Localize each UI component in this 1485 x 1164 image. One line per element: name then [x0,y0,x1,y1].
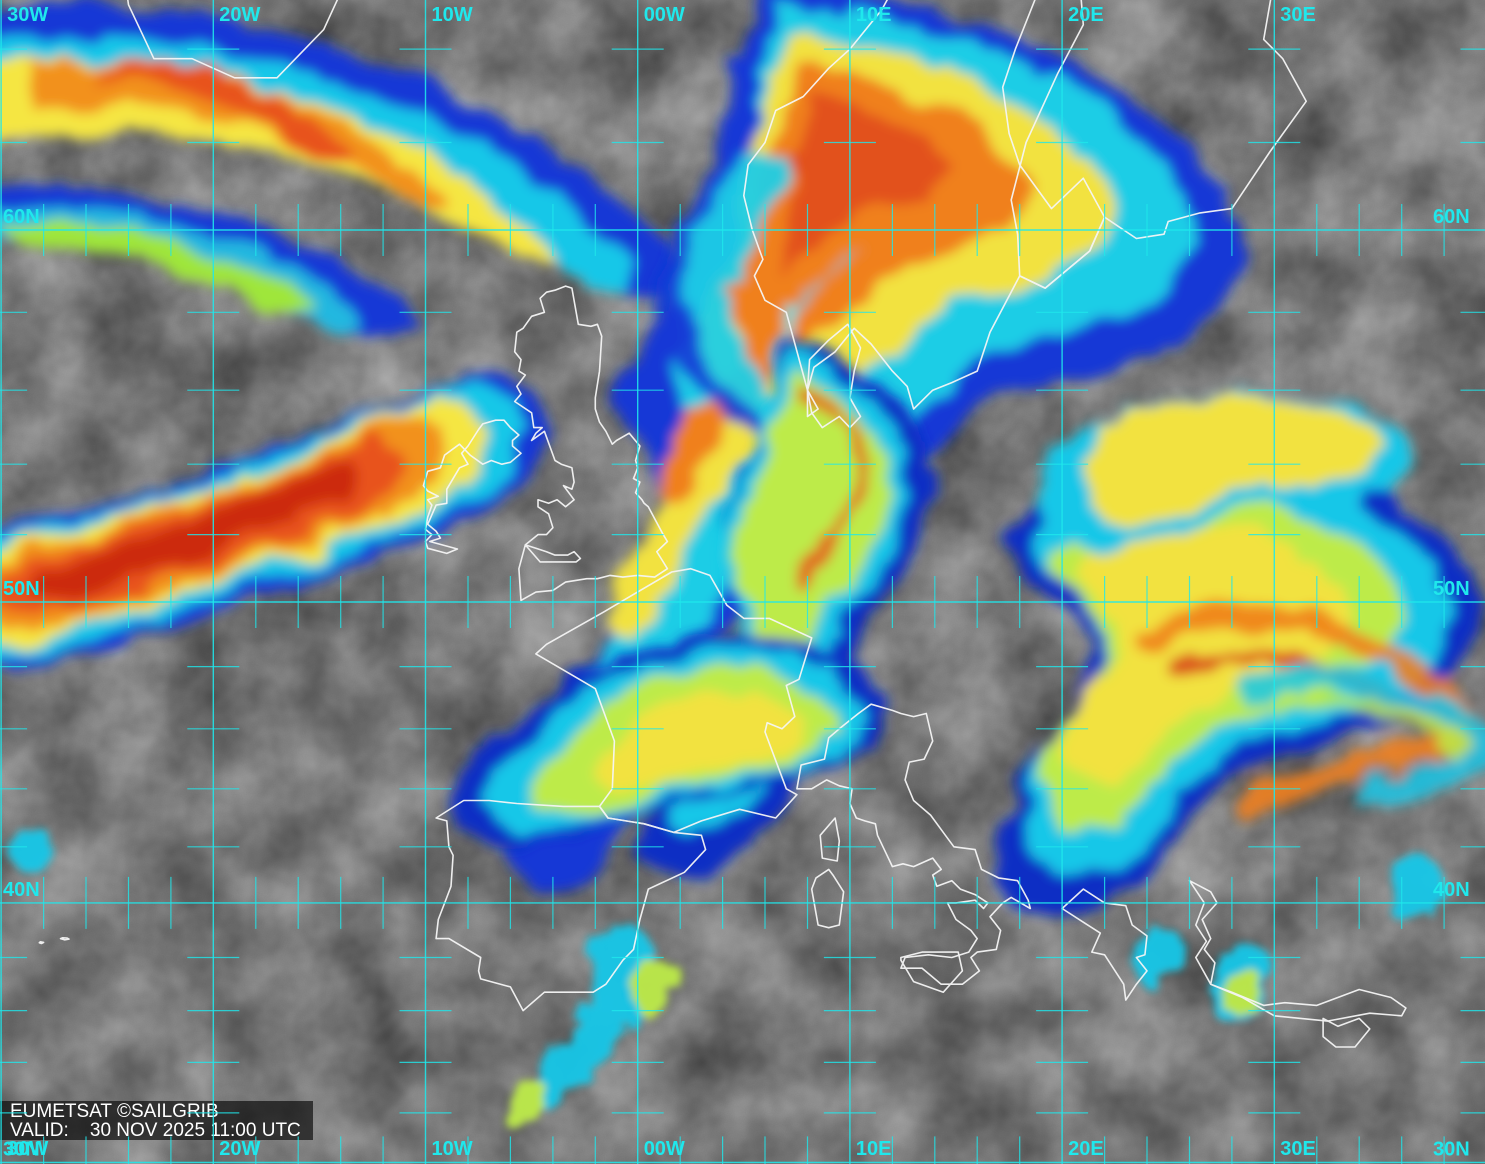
svg-text:30N: 30N [3,1138,40,1160]
svg-text:50N: 50N [3,578,40,600]
svg-text:50N: 50N [1433,578,1470,600]
svg-text:10W: 10W [432,1138,473,1160]
svg-text:20E: 20E [1068,1138,1104,1160]
svg-text:30W: 30W [7,4,48,26]
svg-text:40N: 40N [1433,879,1470,901]
svg-text:20E: 20E [1068,4,1104,26]
svg-text:10E: 10E [856,1138,892,1160]
svg-text:60N: 60N [1433,206,1470,228]
svg-text:00W: 00W [644,4,685,26]
svg-text:00W: 00W [644,1138,685,1160]
svg-text:30N: 30N [1433,1138,1470,1160]
svg-text:20W: 20W [219,4,260,26]
svg-text:30E: 30E [1280,4,1316,26]
svg-text:60N: 60N [3,206,40,228]
svg-text:10W: 10W [432,4,473,26]
svg-text:30E: 30E [1280,1138,1316,1160]
svg-text:20W: 20W [219,1138,260,1160]
svg-text:40N: 40N [3,879,40,901]
svg-text:10E: 10E [856,4,892,26]
